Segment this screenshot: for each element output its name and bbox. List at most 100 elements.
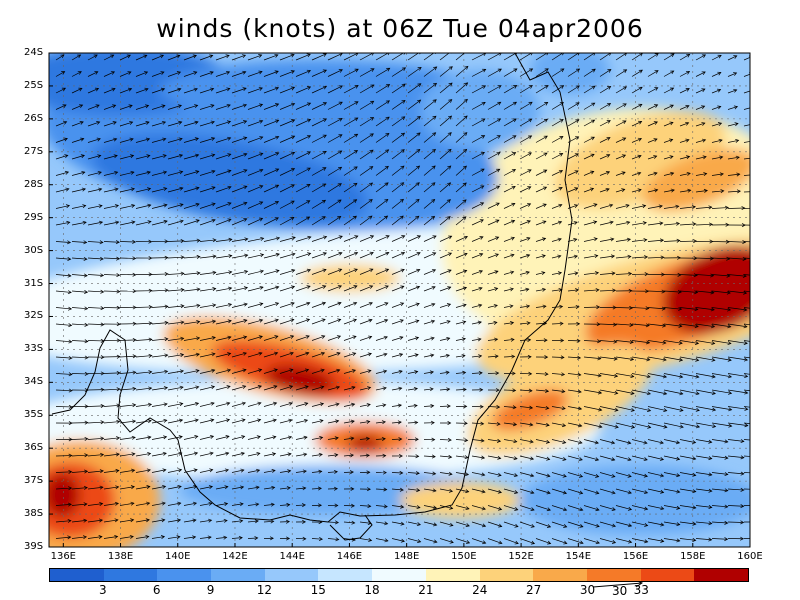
wind-arrow-head [367,504,372,509]
speed-contour [400,482,520,518]
wind-arrow [711,472,728,475]
wind-arrow-head [660,538,665,543]
wind-arrow-head [180,336,185,341]
wind-arrow-head [416,165,421,170]
speed-contour [420,70,540,150]
wind-arrow-head [702,155,707,160]
wind-arrow-head [545,439,551,444]
wind-arrow-head [84,436,89,441]
wind-arrow-head [662,323,667,328]
wind-arrow-head [478,370,483,375]
wind-arrow [199,170,215,176]
wind-arrow [663,223,680,226]
wind-arrow-head [431,302,436,307]
wind-arrow [311,216,326,226]
wind-arrow-head [401,235,406,239]
wind-arrow-head [498,506,503,511]
wind-arrow-head [403,53,406,55]
wind-arrow-head [659,440,664,445]
wind-arrow [87,138,101,143]
wind-arrow [183,104,198,110]
wind-arrow-head [208,501,213,506]
wind-arrow [695,206,712,209]
wind-arrow [567,488,583,494]
wind-arrow-head [290,285,296,290]
wind-arrow [695,505,712,508]
wind-arrow [535,203,547,209]
wind-arrow [183,337,200,341]
wind-arrow-head [383,335,388,340]
wind-arrow [679,71,690,77]
wind-arrow [487,321,497,325]
wind-arrow-head [727,357,732,362]
wind-arrow-head [414,437,419,442]
wind-arrow [359,182,373,193]
lon-label: 160E [737,551,763,562]
wind-arrow-head [758,224,761,227]
wind-arrow [679,422,700,428]
wind-arrow [375,521,388,525]
wind-arrow [743,191,750,193]
wind-arrow-head [338,134,343,138]
wind-arrow [727,173,740,176]
lon-label: 156E [622,551,649,562]
wind-arrow-head [482,53,487,56]
wind-arrow [615,221,630,226]
wind-arrow [167,256,184,259]
wind-arrow [375,285,389,292]
wind-arrow [295,302,310,308]
wind-arrow [711,55,722,61]
wind-arrow-head [273,385,278,389]
wind-arrow-head [336,352,341,356]
wind-arrow [71,171,85,176]
wind-arrow [87,536,102,539]
wind-arrow-head [259,201,264,206]
wind-arrow-head [611,473,616,478]
wind-arrow [679,505,696,509]
wind-arrow-head [654,87,659,91]
wind-arrow [311,454,323,457]
wind-arrow-head [643,440,648,445]
wind-arrow-head [318,520,323,525]
wind-arrow-head [621,154,627,159]
wind-arrow [279,184,295,193]
wind-arrow [455,199,467,209]
wind-arrow-head [543,118,549,123]
wind-arrow [327,538,339,540]
wind-arrow-head [432,82,438,87]
wind-arrow-head [530,490,535,495]
wind-arrow-head [68,323,73,328]
speed-contour [492,389,568,431]
wind-arrow [119,71,132,77]
wind-arrow-head [244,253,249,258]
wind-arrow [55,487,72,490]
wind-arrow-head [113,154,118,159]
wind-arrow-head [481,118,486,123]
wind-arrow [663,240,680,242]
wind-arrow [343,319,357,325]
wind-arrow [727,89,737,94]
wind-arrow [471,219,484,226]
wind-arrow [599,255,615,259]
wind-arrow-head [577,389,582,394]
wind-arrow [679,122,689,127]
wind-arrow-head [676,505,681,510]
wind-arrow-head [243,335,248,340]
wind-arrow [663,307,682,310]
wind-arrow-head [643,473,648,478]
wind-arrow-head [430,403,435,408]
wind-arrow-head [610,440,616,445]
wind-arrow-head [717,54,722,59]
wind-arrow-head [577,53,580,56]
wind-arrow-head [61,87,66,92]
wind-arrow-head [623,69,628,74]
wind-arrow-head [180,287,185,292]
wind-arrow-head [163,435,168,440]
wind-arrow [87,486,103,490]
wind-arrow [295,70,311,77]
wind-arrow-head [99,502,104,506]
wind-arrow-head [529,422,534,427]
wind-arrow [615,505,632,510]
wind-arrow-head [100,420,105,425]
wind-arrow-head [399,215,404,220]
